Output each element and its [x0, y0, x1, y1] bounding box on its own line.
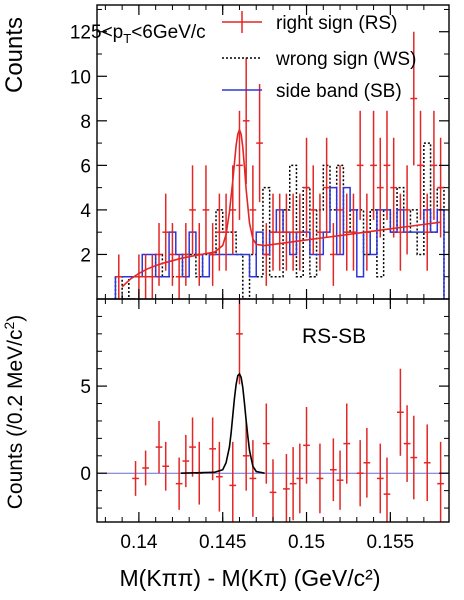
bottom-ylabel-post: )	[4, 315, 27, 322]
bottom-plot-area	[97, 299, 449, 522]
top-ytick-label: 4	[80, 201, 91, 222]
top-ytick-label: 10	[70, 67, 91, 88]
bottom-xtick-label: 0.14	[120, 532, 157, 553]
x-axis-title: M(Kππ) - M(Kπ) (GeV/c²)	[120, 565, 381, 591]
top-ytick-label: 2	[80, 245, 91, 266]
bottom-ytick-label: 0	[80, 464, 91, 485]
legend-label: wrong sign (WS)	[275, 49, 416, 70]
bottom-panel-title: RS-SB	[302, 325, 366, 348]
top-ytick-label: 8	[80, 112, 91, 133]
pt-annotation-sub: T	[123, 31, 131, 46]
legend-label: side band (SB)	[276, 81, 402, 102]
pt-range-annotation: 5<pT<6GeV/c	[91, 22, 206, 46]
top-ytick-label: 6	[80, 156, 91, 177]
top-plot-area	[114, 31, 445, 299]
top-y-axis-title: Counts	[1, 17, 28, 93]
bottom-xtick-label: 0.15	[288, 532, 325, 553]
bottom-xtick-label: 0.155	[367, 532, 415, 553]
top-ytick-label: 12	[70, 23, 91, 44]
bottom-ylabel-pre: Counts (/0.2 MeV/c	[4, 330, 27, 510]
rs-sb-fit-curve	[180, 372, 265, 475]
bottom-xtick-label: 0.145	[199, 532, 247, 553]
bottom-ylabel-sup: 2	[1, 322, 17, 330]
rs-fit-curve	[121, 127, 441, 288]
bottom-y-axis-title: Counts (/0.2 MeV/c2)	[1, 315, 27, 510]
legend-label: right sign (RS)	[276, 13, 397, 34]
pt-annotation-post: <6GeV/c	[131, 22, 205, 43]
pt-annotation-pre: 5<p	[91, 22, 123, 43]
bottom-ytick-label: 5	[80, 377, 91, 398]
